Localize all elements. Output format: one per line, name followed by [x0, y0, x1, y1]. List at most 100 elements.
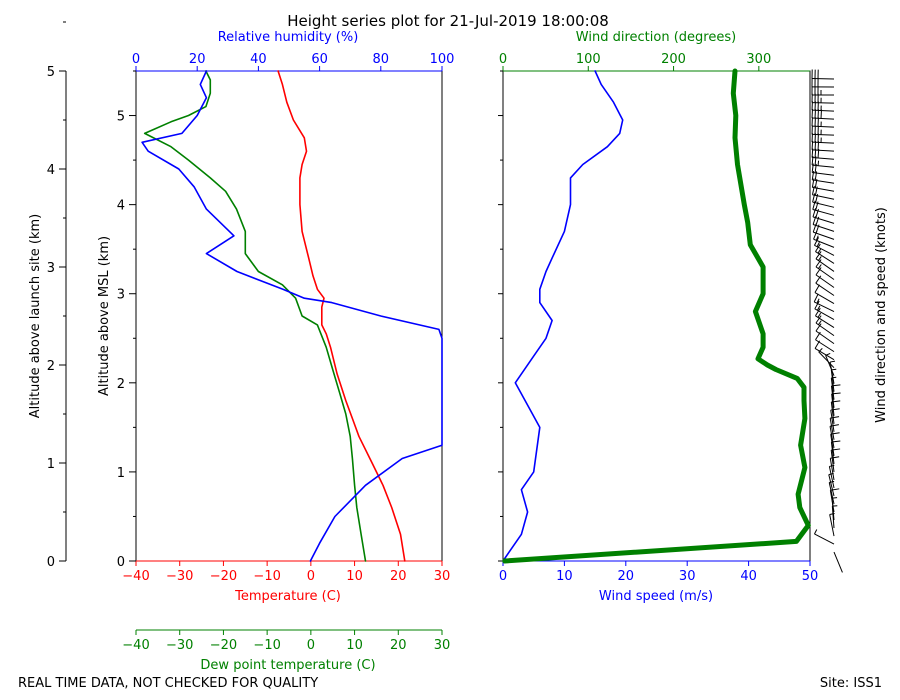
wind-barb-half-flag	[818, 320, 822, 325]
temperature-axis-tick-label: −40	[122, 569, 149, 584]
humidity-axis-tick-label: 0	[132, 52, 140, 67]
wind-speed-line	[502, 70, 624, 562]
wind-barb-staff	[815, 322, 835, 337]
humidity-axis-tick-label: 40	[250, 52, 267, 67]
wind-barb-staff	[812, 164, 835, 168]
wind-barb-staff	[831, 393, 835, 416]
wind-barb	[811, 77, 835, 88]
wind-barb-staff	[812, 149, 835, 152]
agl-axis-label: Altitude above launch site (km)	[28, 214, 43, 418]
wind-barb-flag	[813, 293, 819, 303]
wind-barb-half-flag	[817, 248, 822, 254]
msl-axis-tick-label: 2	[117, 377, 125, 392]
temperature-axis-tick-label: 10	[346, 569, 363, 584]
wind-barb	[815, 275, 835, 296]
data-series	[141, 68, 811, 564]
wind-barb-half-flag	[817, 312, 822, 318]
dewpoint-axis-tick-label: 10	[346, 638, 363, 653]
thermo-plot-area	[135, 70, 443, 562]
wind-barb-staff	[812, 172, 835, 176]
wind-barb	[811, 125, 835, 136]
dewpoint-axis-tick-label: −30	[166, 638, 193, 653]
wind-barb-staff	[811, 109, 835, 112]
temperature-axis-label: Temperature (C)	[234, 589, 341, 604]
wind-barb-staff	[829, 418, 835, 440]
relative-humidity-axis-label: Relative humidity (%)	[218, 30, 359, 45]
wind-barb	[815, 259, 835, 280]
wind-barb-staff	[812, 179, 835, 184]
wind-barb-staff	[815, 258, 835, 272]
wind-barb-staff	[829, 426, 835, 448]
msl-axis-tick-label: 3	[117, 288, 125, 303]
wind-barb	[828, 480, 835, 505]
wind-barb-staff	[814, 533, 835, 545]
wind-barb-staff	[830, 450, 835, 472]
wind-barb	[814, 529, 835, 545]
temperature-axis-tick-label: 0	[307, 569, 315, 584]
wind-barb	[811, 85, 835, 96]
msl-axis-tick-label: 5	[117, 110, 125, 125]
wind-speed-axis-tick-label: 50	[802, 569, 819, 584]
agl-axis-tick-label: 5	[47, 65, 55, 80]
wind-barb	[815, 243, 835, 264]
wind-barb-flag	[814, 300, 820, 310]
wind-barb-staff	[830, 434, 835, 456]
wind-barb	[815, 251, 835, 272]
wind-barb-staff	[815, 274, 835, 288]
wind-barb-staff	[828, 482, 835, 505]
footer-quality-note: REAL TIME DATA, NOT CHECKED FOR QUALITY	[18, 676, 318, 691]
wind-barb-staff	[828, 474, 835, 497]
humidity-axis-tick-label: 20	[189, 52, 206, 67]
agl-axis-tick-label: 3	[47, 261, 55, 276]
wind-barb-staff	[815, 282, 835, 296]
wind-speed-axis-tick-label: 30	[679, 569, 696, 584]
temperature-axis-tick-label: −10	[253, 569, 280, 584]
wind-barb-staff	[833, 551, 843, 573]
wind-direction-axis-tick-label: 200	[661, 52, 686, 67]
wind-barb-staff	[811, 125, 835, 128]
wind-barb	[829, 360, 836, 384]
wind-barb-staff	[812, 157, 835, 160]
msl-axis-label: Altitude above MSL (km)	[97, 236, 112, 396]
temperature-axis-tick-label: −30	[166, 569, 193, 584]
wind-barb	[830, 432, 840, 456]
dewpoint-axis-tick-label: −20	[210, 638, 237, 653]
temperature-axis-tick-label: 30	[434, 569, 451, 584]
wind-barb-flag	[830, 432, 840, 435]
wind-barb-staff	[830, 441, 835, 464]
wind-speed-axis-label: Wind speed (m/s)	[599, 589, 713, 604]
wind-barb-staff	[825, 355, 835, 376]
wind-barb-staff	[830, 385, 835, 408]
wind-barb-staff	[814, 244, 835, 256]
wind-barb	[811, 117, 835, 128]
wind-barb-flag	[815, 307, 821, 317]
wind-barb-half-flag	[816, 305, 821, 311]
dewpoint-axis-label: Dew point temperature (C)	[200, 658, 375, 673]
wind-direction-axis-tick-label: 100	[576, 52, 601, 67]
wind-barb-half-flag	[818, 256, 822, 261]
wind-barb-staff	[812, 194, 835, 200]
wind-barb-half-flag	[816, 242, 820, 247]
wind-barb-staff	[811, 133, 835, 136]
wind-barb	[815, 323, 835, 345]
wind-direction-axis-label: Wind direction (degrees)	[576, 30, 736, 45]
wind-barb-staff	[828, 466, 835, 489]
wind-barb-flag	[813, 237, 819, 246]
wind-barb	[811, 69, 835, 80]
wind-barb-staff	[812, 186, 835, 192]
wind-barb-staff	[813, 238, 835, 248]
wind-barb-staff	[812, 117, 835, 120]
wind-barb-half-flag	[815, 235, 819, 241]
wind-barb	[829, 488, 840, 513]
wind-barb-flag	[815, 251, 822, 260]
wind-barb-flag	[815, 243, 821, 252]
relative-humidity-line	[141, 70, 443, 562]
wind-barb-staff	[813, 231, 835, 240]
wind-barb	[813, 293, 835, 312]
wind-barb	[815, 267, 835, 288]
wind-direction-axis-tick-label: 0	[499, 52, 507, 67]
wind-barb-staff	[829, 490, 835, 513]
wind-barb-flag	[815, 323, 822, 332]
wind-barb-staff	[830, 401, 835, 424]
wind-barb-staff	[815, 266, 835, 280]
